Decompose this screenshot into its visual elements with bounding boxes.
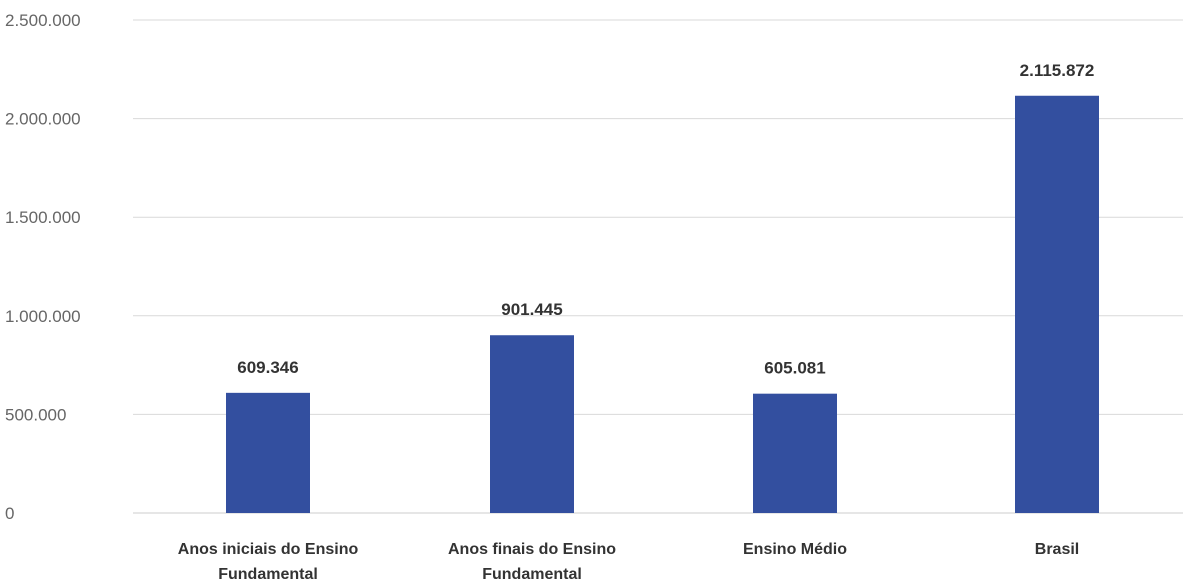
y-tick-label: 1.500.000: [5, 208, 81, 227]
x-tick-label: Anos iniciais do Ensino Fundamental: [178, 541, 359, 582]
data-label: 605.081: [764, 359, 825, 378]
y-tick-label: 0: [5, 504, 14, 523]
y-tick-label: 500.000: [5, 405, 66, 424]
x-tick-label-line: Ensino Médio: [743, 541, 847, 558]
y-tick-label: 2.000.000: [5, 110, 81, 129]
data-label: 901.445: [501, 300, 562, 319]
x-tick-label: Brasil: [1035, 541, 1079, 558]
x-tick-label-line: Fundamental: [218, 566, 318, 582]
bars: [226, 95, 1099, 514]
y-axis-ticks: 0 500.000 1.000.000 1.500.000 2.000.000 2.500…: [5, 11, 81, 523]
x-tick-label-line: Fundamental: [482, 566, 582, 582]
bar: [1015, 95, 1099, 514]
x-tick-label-line: Anos iniciais do Ensino: [178, 541, 359, 558]
x-tick-label: Ensino Médio: [743, 541, 847, 558]
bar: [226, 392, 310, 513]
bar: [753, 393, 837, 513]
data-labels: 609.346 901.445 605.081 2.115.872: [237, 61, 1094, 378]
y-tick-label: 2.500.000: [5, 11, 81, 30]
bar: [490, 335, 574, 513]
data-label: 609.346: [237, 358, 298, 377]
y-tick-label: 1.000.000: [5, 307, 81, 326]
data-label: 2.115.872: [1020, 61, 1095, 80]
x-tick-label-line: Anos finais do Ensino: [448, 541, 616, 558]
x-tick-label-line: Brasil: [1035, 541, 1079, 558]
x-tick-label: Anos finais do Ensino Fundamental: [448, 541, 616, 582]
